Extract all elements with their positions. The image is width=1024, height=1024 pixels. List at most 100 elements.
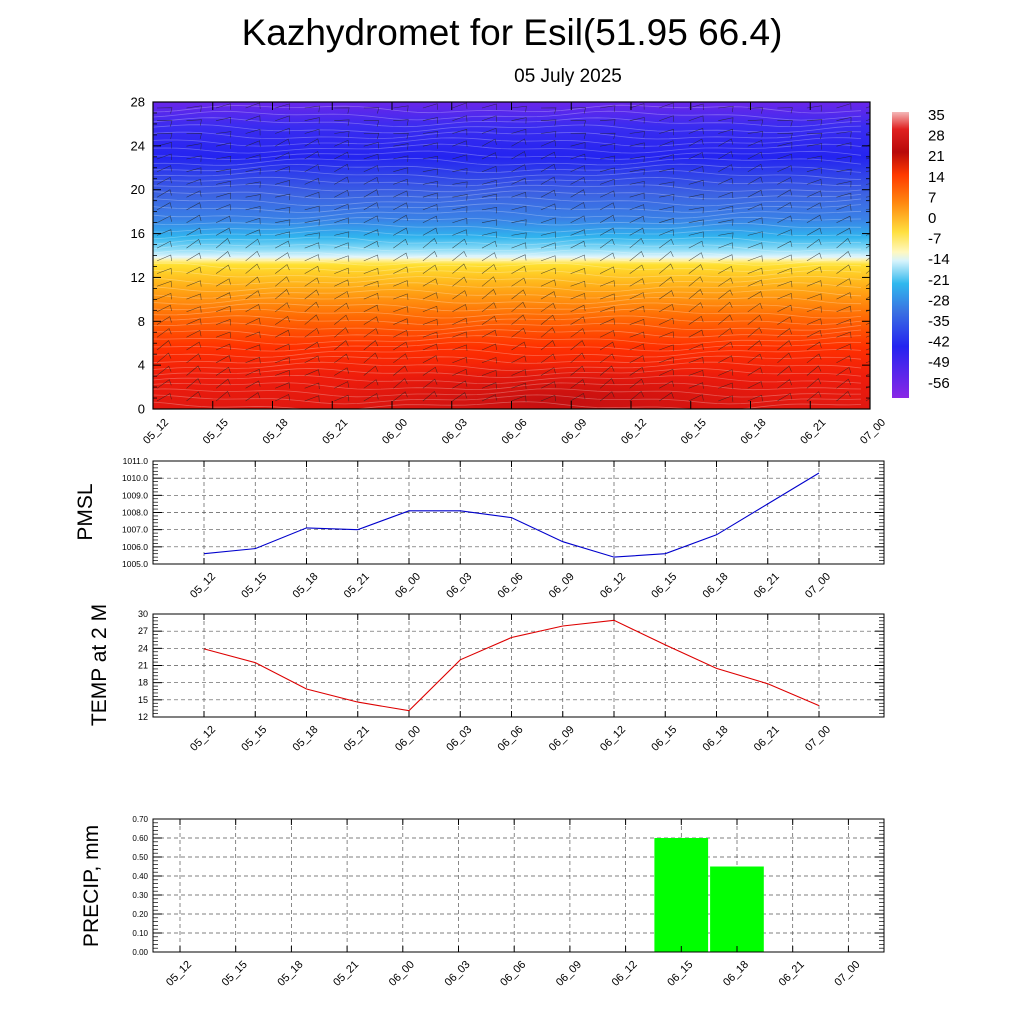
wind-barb [304,177,320,185]
temp-x-tick-label: 06_18 [701,724,731,754]
wind-barb [363,340,379,351]
wind-barb [275,382,291,389]
wind-barb [156,340,172,351]
heatmap-contour-line [153,117,862,128]
wind-barb [393,202,409,211]
wind-barb [481,264,497,274]
wind-barb [156,229,172,236]
wind-barb [304,205,320,213]
wind-barb [334,367,350,376]
wind-barb [275,166,291,173]
wind-barb [215,366,231,376]
wind-barb [393,341,409,351]
wind-barb [422,192,438,200]
wind-barb [156,379,172,389]
wind-barb [806,306,822,313]
wind-barb [570,254,586,262]
wind-barb [363,304,379,313]
wind-barb [540,340,556,351]
wind-barb [452,206,468,213]
heatmap-contours [153,104,862,409]
wind-barb [570,142,586,149]
wind-barb [363,107,380,114]
wind-barb [186,341,202,351]
temp-y-tick-label: 30 [138,609,148,619]
wind-barb [393,280,409,287]
wind-barb [275,219,291,226]
wind-barb [718,395,734,402]
wind-barb [245,317,261,325]
wind-barb [540,381,556,389]
wind-barb [334,176,350,185]
wind-barb [363,176,379,185]
pmsl-series-line [203,472,820,558]
wind-barb [659,392,674,402]
wind-barb [304,128,320,136]
wind-barb [275,276,290,287]
temp-y-tick-label: 12 [138,712,148,722]
wind-barb [186,119,202,126]
wind-barb [511,232,527,239]
wind-barb [599,252,615,262]
wind-barb [481,206,498,214]
wind-barb [540,119,557,126]
wind-barb [363,229,379,236]
temp-ylabel: TEMP at 2 M [88,604,111,726]
wind-barb [422,155,438,163]
wind-barb [629,155,645,163]
wind-barb [836,227,852,236]
wind-barb [481,315,497,325]
wind-barb [540,217,556,224]
wind-barb [215,264,231,274]
chart-date: 05 July 2025 [514,66,622,87]
heatmap-contour-line [153,335,862,345]
wind-barb [422,131,439,138]
heatmap-contour-line [153,302,862,312]
wind-barb [245,392,261,402]
heatmap-x-tick-label: 06_12 [619,417,649,447]
heatmap-contour-line [153,210,862,219]
heatmap-field [153,102,870,409]
wind-barb [747,367,763,376]
wind-barb [718,341,733,351]
wind-barb [304,232,320,239]
wind-barb [481,343,497,351]
wind-barb [747,163,763,172]
wind-barb [215,278,231,287]
heatmap-y-tick-label: 20 [131,182,145,197]
wind-barb [659,238,674,249]
wind-barb [836,292,852,300]
wind-barb [806,167,822,174]
wind-barb [422,168,438,176]
wind-barb [599,266,615,274]
wind-barb [275,103,290,110]
heatmap-contour-line [153,348,862,358]
wind-barb [659,344,675,351]
wind-barb [304,164,320,172]
wind-barb [186,280,202,287]
wind-barb [777,142,793,149]
wind-barb [393,329,409,338]
wind-barb [363,165,379,172]
wind-barb [156,153,172,161]
wind-barb [363,365,379,376]
wind-barb [363,120,380,127]
wind-barb [334,203,350,211]
temp-y-tick-label: 21 [138,661,148,671]
wind-barb [747,151,763,160]
colorbar-label: -21 [928,272,950,289]
wind-barb [422,292,438,300]
heatmap-contour-line [153,229,862,240]
wind-barb [275,206,291,214]
wind-barb [718,128,734,136]
heatmap-contour-line [153,255,862,266]
wind-barb [334,394,350,402]
wind-barb [215,355,231,364]
wind-barb [629,117,645,124]
heatmap-contour-line [153,137,862,147]
wind-barb [629,168,645,176]
wind-barb [393,293,409,300]
wind-barb [629,238,644,249]
temp-x-tick-label: 06_15 [649,724,679,754]
